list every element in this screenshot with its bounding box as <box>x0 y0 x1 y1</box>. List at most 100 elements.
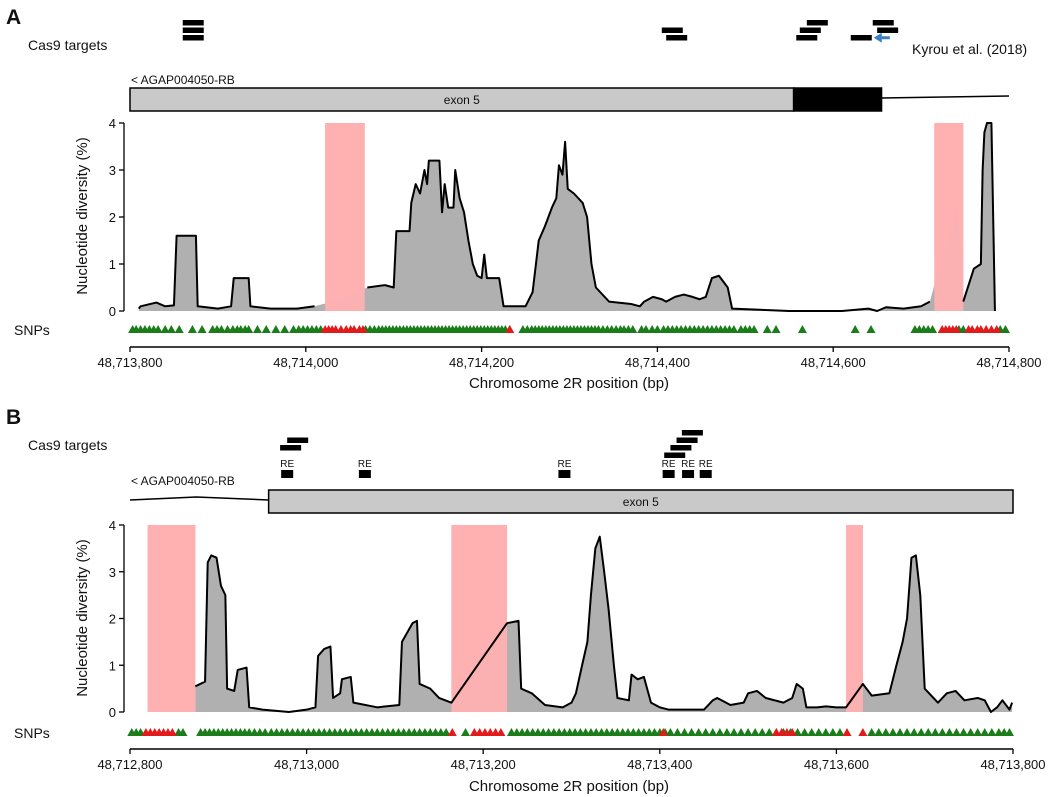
cas9-target <box>877 27 899 33</box>
snp-marker-green <box>729 728 739 736</box>
x-tick-label: 48,713,600 <box>804 757 869 772</box>
snp-marker-green <box>261 325 271 333</box>
snp-marker-green <box>672 728 682 736</box>
y-tick-label: 3 <box>109 565 116 580</box>
snps-track-label: SNPs <box>14 322 50 338</box>
re-site-box <box>682 470 695 478</box>
x-tick-label: 48,714,400 <box>625 355 690 370</box>
x-tick-label: 48,713,800 <box>980 757 1045 772</box>
snp-marker-green <box>888 728 898 736</box>
snp-marker-green <box>987 728 997 736</box>
snp-marker-green <box>1000 325 1010 333</box>
cas9-target <box>182 35 204 41</box>
snp-marker-green <box>835 728 845 736</box>
snp-marker-green <box>722 728 732 736</box>
gene-model: exon 5 <box>129 489 1014 514</box>
snp-marker-green <box>216 325 226 333</box>
snp-marker-green <box>959 728 969 736</box>
snp-marker-red <box>658 728 668 736</box>
snp-marker-red <box>992 325 1002 333</box>
cas9-target <box>182 20 204 26</box>
snp-marker-green <box>951 728 961 736</box>
cas9-target <box>666 35 688 41</box>
diversity-series <box>147 525 1014 713</box>
y-tick-label: 4 <box>109 518 116 533</box>
re-site-box <box>358 470 371 478</box>
snp-marker-green <box>771 325 781 333</box>
snp-marker-green <box>441 728 451 736</box>
snp-marker-green <box>828 728 838 736</box>
snp-marker-green <box>652 325 662 333</box>
snp-marker-green <box>909 728 919 736</box>
snp-marker-green <box>641 325 651 333</box>
y-tick-label: 0 <box>109 304 116 319</box>
cas9-target <box>664 452 686 458</box>
diversity-area <box>138 123 995 311</box>
re-site-label: RE <box>358 459 372 470</box>
exon-coding-box <box>792 87 883 112</box>
snp-marker-green <box>271 325 281 333</box>
gene-label: < AGAP004050-RB <box>131 73 235 87</box>
snp-marker-green <box>973 728 983 736</box>
cas9-target <box>799 27 821 33</box>
panel-a: A Cas9 targets < AGAP004050-RB exon 5 0 1… <box>6 6 1042 392</box>
snp-marker-green <box>902 728 912 736</box>
re-site-label: RE <box>699 459 713 470</box>
cas9-targets <box>182 20 899 41</box>
snp-marker-green <box>715 728 725 736</box>
snp-marker-green <box>174 325 184 333</box>
snp-markers <box>128 325 1010 333</box>
snp-marker-green <box>166 325 176 333</box>
snp-marker-green <box>923 728 933 736</box>
snp-marker-green <box>708 728 718 736</box>
snp-marker-green <box>260 728 270 736</box>
x-tick-label: 48,714,200 <box>449 355 514 370</box>
snp-marker-green <box>461 728 471 736</box>
snp-marker-green <box>821 728 831 736</box>
exon-label: exon 5 <box>444 93 480 107</box>
snp-marker-green <box>743 728 753 736</box>
cas9-targets <box>280 430 703 458</box>
y-tick-label: 0 <box>109 705 116 720</box>
x-tick-label: 48,713,400 <box>627 757 692 772</box>
snp-marker-red <box>496 728 506 736</box>
diversity-line <box>194 535 1014 713</box>
snp-marker-green <box>916 728 926 736</box>
snp-marker-green <box>800 728 810 736</box>
snp-marker-red <box>951 325 961 333</box>
snp-marker-green <box>729 325 739 333</box>
snp-marker-green <box>1004 728 1014 736</box>
x-tick-label: 48,713,800 <box>97 355 162 370</box>
re-site-label: RE <box>280 459 294 470</box>
snp-marker-green <box>850 325 860 333</box>
snps-track-label: SNPs <box>14 725 50 741</box>
snp-marker-green <box>807 728 817 736</box>
snp-marker-green <box>797 325 807 333</box>
cas9-target <box>850 35 872 41</box>
intron-line <box>129 496 269 501</box>
cas9-target <box>796 35 818 41</box>
snp-marker-green <box>814 728 824 736</box>
cas9-target <box>661 27 683 33</box>
y-axis-title: Nucleotide diversity (%) <box>74 539 91 697</box>
re-site-label: RE <box>557 459 571 470</box>
snp-marker-red <box>447 728 457 736</box>
intron-line <box>881 95 1010 99</box>
snp-marker-green <box>197 325 207 333</box>
highlight-overlay <box>451 525 508 712</box>
y-axis: 0 1 2 3 4 <box>109 518 125 720</box>
gene-model: exon 5 <box>129 87 1010 112</box>
snp-marker-green <box>280 325 290 333</box>
cas9-track-label: Cas9 targets <box>28 37 107 53</box>
re-site-box <box>558 470 571 478</box>
snp-marker-red <box>167 728 177 736</box>
snp-marker-green <box>736 728 746 736</box>
snp-marker-green <box>937 728 947 736</box>
y-tick-label: 4 <box>109 116 116 131</box>
panel-b-letter: B <box>6 406 21 429</box>
snp-marker-green <box>694 728 704 736</box>
x-axis-title: Chromosome 2R position (bp) <box>469 375 669 392</box>
panel-a-letter: A <box>6 6 21 29</box>
snp-marker-green <box>750 728 760 736</box>
